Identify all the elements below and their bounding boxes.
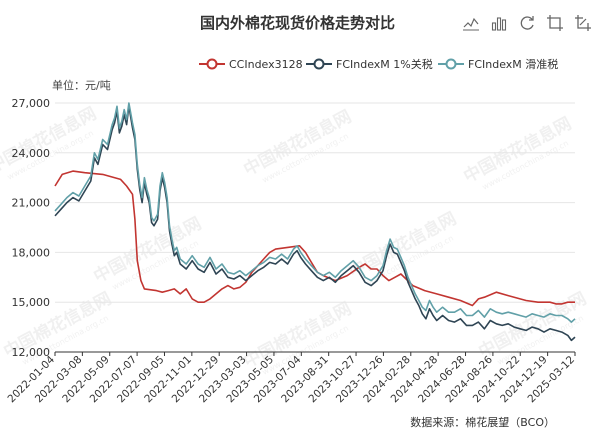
series-line (54, 170, 575, 307)
legend-item[interactable]: FCIndexM 滑准税 (438, 57, 558, 71)
legend-swatch-marker (445, 58, 457, 70)
y-axis-unit-label: 单位：元/吨 (52, 79, 111, 92)
data-zoom-reset-icon[interactable] (574, 14, 592, 32)
series-lines (54, 102, 576, 342)
legend-swatch-marker (206, 58, 218, 70)
restore-icon[interactable] (518, 14, 536, 32)
line-chart-icon[interactable] (462, 14, 480, 32)
chart-title: 国内外棉花现货价格走势对比 (199, 14, 395, 32)
series-line (54, 102, 576, 323)
legend-label: FCIndexM 1%关税 (336, 57, 433, 71)
legend-item[interactable]: FCIndexM 1%关税 (306, 57, 433, 71)
legend-item[interactable]: CCIndex3128 (199, 58, 303, 71)
y-tick-label: 24,000 (12, 147, 51, 160)
y-tick-label: 15,000 (12, 296, 51, 309)
legend-swatch-marker (313, 58, 325, 70)
data-zoom-icon[interactable] (546, 14, 564, 32)
chart-toolbox (462, 14, 592, 32)
y-tick-label: 21,000 (12, 197, 51, 210)
bar-chart-icon[interactable] (490, 14, 508, 32)
y-axis: 12,000 15,000 18,000 21,000 24,000 27,000 (12, 97, 51, 359)
y-tick-label: 27,000 (12, 97, 51, 110)
x-axis: 2022-01-042022-03-082022-05-092022-07-07… (5, 351, 577, 405)
data-source-label: 数据来源：棉花展望（BCO） (410, 416, 555, 429)
legend[interactable]: CCIndex3128 FCIndexM 1%关税 FCIndexM 滑准税 (199, 57, 558, 71)
legend-label: FCIndexM 滑准税 (468, 57, 558, 71)
legend-label: CCIndex3128 (229, 58, 303, 71)
y-tick-label: 18,000 (12, 246, 51, 259)
y-tick-label: 12,000 (12, 346, 51, 359)
